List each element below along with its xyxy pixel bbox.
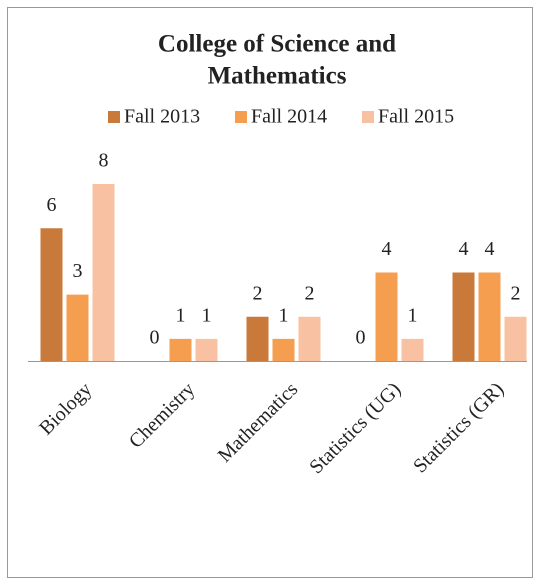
data-label: 4 [382, 238, 392, 260]
bar [401, 338, 424, 361]
bar [272, 338, 295, 361]
data-label: 4 [485, 238, 495, 260]
data-label: 0 [150, 327, 160, 349]
bar [246, 316, 269, 361]
chart-title: College of Science and [158, 31, 396, 58]
data-label: 8 [99, 150, 109, 172]
bar [169, 338, 192, 361]
bar [478, 272, 501, 361]
data-label: 2 [253, 282, 263, 304]
data-label: 1 [176, 304, 186, 326]
legend-label: Fall 2013 [124, 106, 200, 128]
bar [92, 184, 115, 361]
bar [452, 272, 475, 361]
chart-title: Mathematics [208, 63, 347, 90]
data-label: 0 [356, 327, 366, 349]
data-label: 1 [202, 304, 212, 326]
bar [375, 272, 398, 361]
data-label: 6 [47, 194, 57, 216]
data-label: 1 [279, 304, 289, 326]
data-label: 3 [73, 260, 83, 282]
legend-label: Fall 2015 [378, 106, 454, 128]
bar [298, 316, 321, 361]
legend-swatch [235, 111, 247, 123]
legend-label: Fall 2014 [251, 106, 327, 128]
bar [504, 316, 527, 361]
bar [40, 228, 63, 361]
data-label: 4 [459, 238, 469, 260]
legend-swatch [108, 111, 120, 123]
bar [66, 294, 89, 361]
data-label: 2 [305, 282, 315, 304]
data-label: 1 [408, 304, 418, 326]
legend-swatch [362, 111, 374, 123]
data-label: 2 [511, 282, 521, 304]
bar [195, 338, 218, 361]
